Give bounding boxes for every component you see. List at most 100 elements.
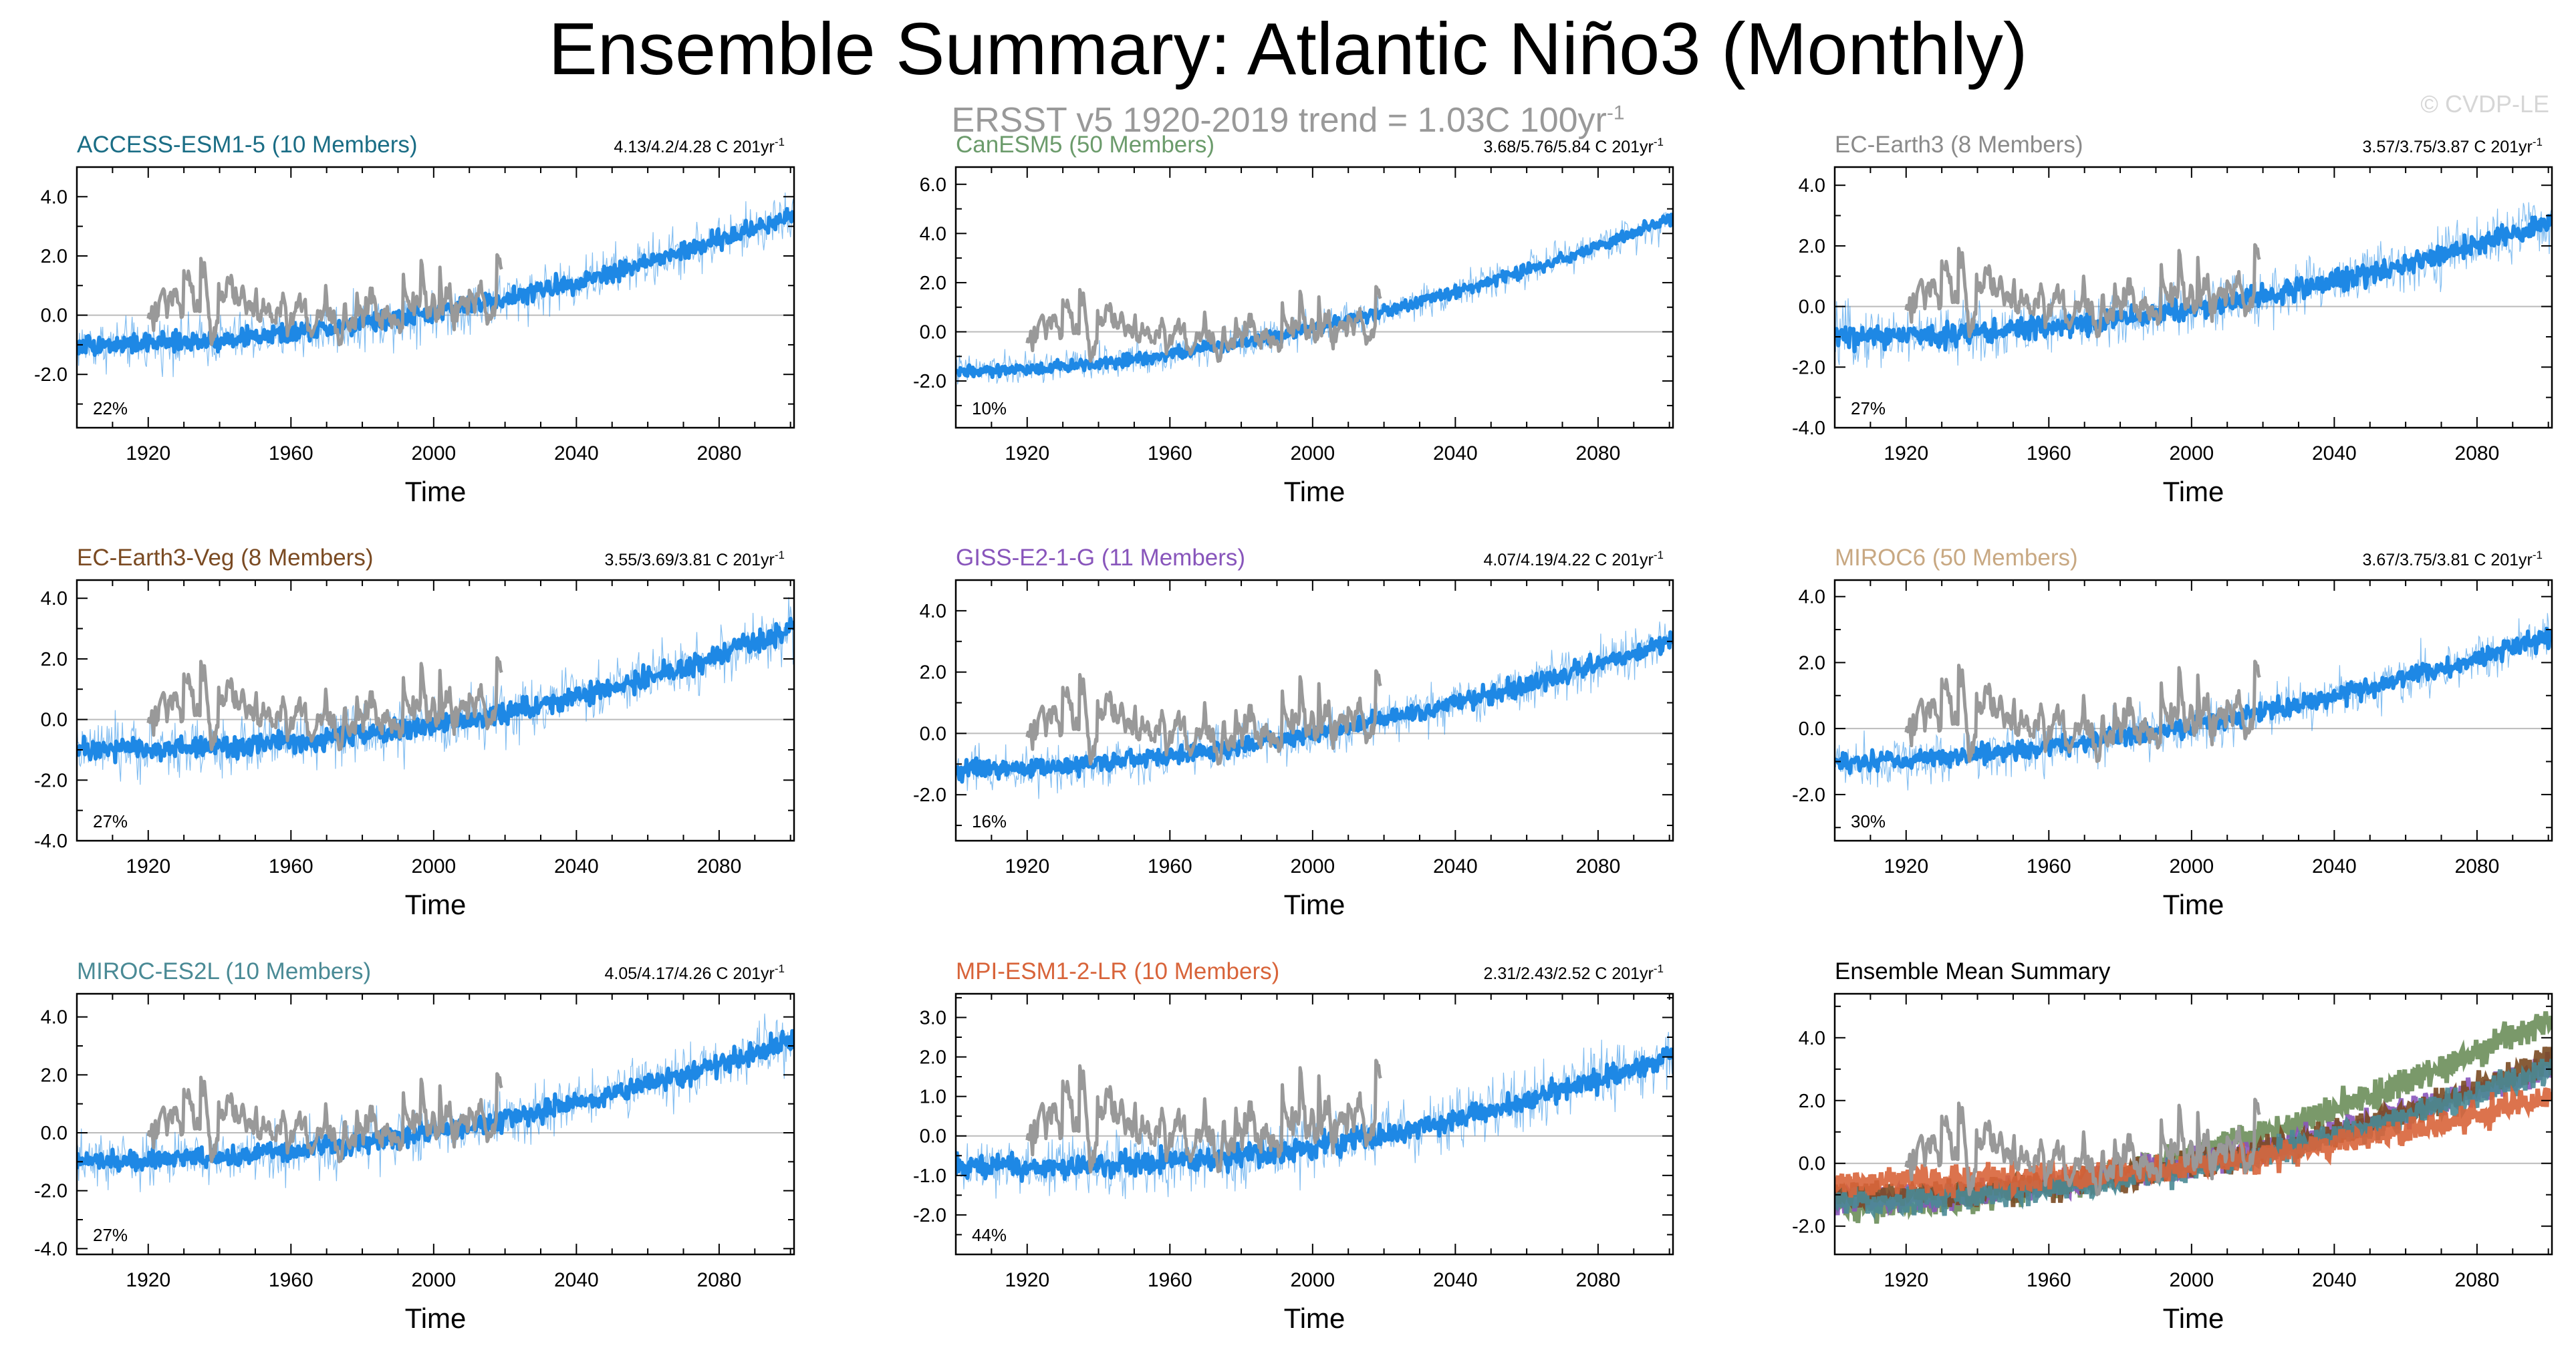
plot-frame [954,166,1674,429]
obs-line [1904,243,2261,339]
plot-frame [76,166,795,429]
panel-title: MIROC-ES2L (10 Members) [77,958,371,984]
obs-line [1025,285,1382,363]
x-tick-label: 1960 [2027,855,2071,877]
trend-label: 4.13/4.2/4.28 C 201yr-1 [614,136,785,156]
obs-trend-subtitle: ERSST v5 1920-2019 trend = 1.03C 100yr-1 [0,100,2576,140]
x-tick-label: 2040 [1433,1269,1478,1291]
trend-label: 3.57/3.75/3.87 C 201yr-1 [2363,136,2543,156]
panel-title: CanESM5 (50 Members) [956,132,1214,158]
trend-label: 4.05/4.17/4.26 C 201yr-1 [605,962,785,983]
y-tick-label: 4.0 [1799,175,1825,196]
y-tick-label: 6.0 [920,174,946,196]
x-tick-label: 1960 [1148,1269,1192,1291]
trend-label: 4.07/4.19/4.22 C 201yr-1 [1484,549,1664,569]
x-tick-label: 2000 [411,442,456,464]
y-tick-label: 4.0 [41,186,68,208]
x-axis-label: Time [2163,1303,2224,1334]
y-tick-label: 0.0 [1799,718,1825,740]
x-tick-label: 1920 [1884,855,1928,877]
plot-frame [954,579,1674,842]
y-tick-label: -2.0 [34,770,68,791]
x-tick-label: 1920 [126,1269,170,1291]
y-tick-label: 0.0 [920,322,946,344]
x-axis-label: Time [1284,476,1345,507]
y-tick-label: 4.0 [920,601,946,622]
x-tick-label: 1920 [1005,855,1049,877]
y-tick-label: 4.0 [41,1007,68,1029]
plot-area [956,1032,1673,1200]
y-tick-label: 2.0 [920,662,946,684]
x-tick-label: 1920 [1884,1269,1928,1291]
y-tick-label: -4.0 [34,831,68,852]
plot-area [1835,613,2552,791]
obs-line [146,253,503,347]
y-tick-label: 2.0 [920,1047,946,1069]
chart-panel: 1920 1960 2000 2040 2080 -2.0 0.0 2.0 4.0 6.0 Time… [913,132,1674,507]
y-tick-label: 1.0 [920,1087,946,1108]
x-tick-label: 2040 [2312,1269,2357,1291]
y-tick-label: 0.0 [1799,1153,1825,1175]
y-tick-label: -2.0 [913,1205,946,1226]
plot-frame [954,992,1674,1256]
x-axis-label: Time [1284,1303,1345,1334]
panel-title: GISS-E2-1-G (11 Members) [956,545,1245,571]
percent-label: 16% [972,811,1007,831]
x-tick-label: 2040 [554,442,599,464]
x-tick-label: 1960 [1148,442,1192,464]
model-ensemble-mean-line [956,213,1673,380]
chart-panel: 1920 1960 2000 2040 2080 -4.0 -2.0 0.0 2.0 4.0 Tim… [34,958,795,1334]
chart-panel: 1920 1960 2000 2040 2080 -2.0 0.0 2.0 4.0 Time MIR… [1792,545,2553,920]
page-title: Ensemble Summary: Atlantic Niño3 (Monthl… [548,8,2028,90]
trend-label: 3.55/3.69/3.81 C 201yr-1 [605,549,785,569]
panel-title: EC-Earth3 (8 Members) [1835,132,2083,158]
x-tick-label: 2000 [411,1269,456,1291]
x-tick-label: 1960 [269,855,313,877]
x-tick-label: 2080 [697,855,742,877]
y-tick-label: -2.0 [1792,357,1825,378]
panel-title: MIROC6 (50 Members) [1835,545,2078,571]
x-axis-label: Time [1284,889,1345,920]
x-tick-label: 1960 [269,442,313,464]
obs-line [1904,660,2261,763]
subtitle-sup: -1 [1606,102,1625,124]
x-tick-label: 2080 [697,1269,742,1291]
percent-label: 44% [972,1225,1007,1245]
x-tick-label: 2080 [1576,442,1621,464]
x-axis-label: Time [405,1303,467,1334]
x-tick-label: 1920 [1005,442,1049,464]
y-tick-label: -2.0 [34,1181,68,1202]
percent-label: 10% [972,398,1007,418]
obs-line [1025,669,1382,766]
panel-title: ACCESS-ESM1-5 (10 Members) [77,132,418,158]
chart-panel: 1920 1960 2000 2040 2080 -4.0 -2.0 0.0 2.0 4.0 Tim… [34,545,795,920]
x-tick-label: 2000 [1290,1269,1335,1291]
y-tick-label: 4.0 [1799,587,1825,608]
x-tick-label: 2080 [697,442,742,464]
x-tick-label: 1920 [126,855,170,877]
x-tick-label: 2000 [1290,442,1335,464]
x-tick-label: 1920 [126,442,170,464]
chart-panel: 1920 1960 2000 2040 2080 -2.0 0.0 2.0 4.0 Time Ens… [1792,958,2553,1334]
x-tick-label: 2040 [1433,442,1478,464]
x-tick-label: 2040 [2312,442,2357,464]
percent-label: 22% [93,398,128,418]
y-tick-label: -2.0 [913,785,946,806]
x-tick-label: 2080 [1576,855,1621,877]
plot-frame [76,992,795,1256]
x-axis-label: Time [2163,889,2224,920]
y-tick-label: 0.0 [41,305,68,327]
plot-area [77,597,794,785]
x-tick-label: 2040 [554,1269,599,1291]
x-tick-label: 2080 [2455,1269,2500,1291]
x-tick-label: 2040 [1433,855,1478,877]
plot-area [77,1013,794,1192]
x-tick-label: 1960 [2027,1269,2071,1291]
x-tick-label: 1920 [1884,442,1928,464]
y-tick-label: 0.0 [920,723,946,744]
y-tick-label: -1.0 [913,1166,946,1187]
plot-area [956,212,1673,385]
y-tick-label: 4.0 [1799,1028,1825,1049]
obs-line [1904,1097,2261,1197]
